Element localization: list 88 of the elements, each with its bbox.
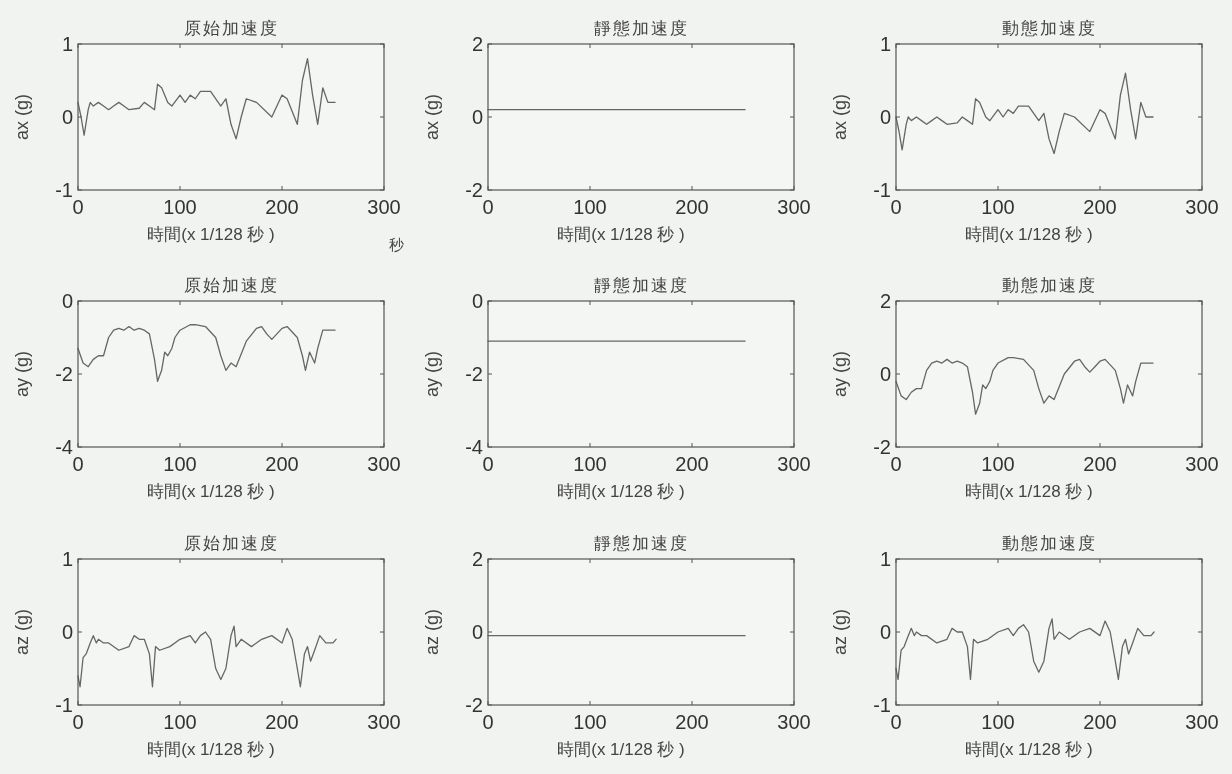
chart-title: 靜態加速度: [593, 19, 689, 38]
y-tick-label: -2: [465, 179, 483, 201]
line-series: [77, 625, 337, 688]
y-tick-label: -2: [873, 436, 891, 458]
x-tick-label: 100: [163, 196, 197, 218]
x-tick-label: 200: [675, 711, 709, 733]
y-tick-label: -1: [55, 179, 73, 201]
x-tick-label: 300: [1185, 196, 1219, 218]
x-tick-label: 100: [981, 196, 1015, 218]
line-series: [895, 356, 1154, 415]
x-axis-title: 時間(x 1/128 秒 ): [965, 740, 1093, 759]
y-tick-label: 0: [879, 363, 891, 385]
x-axis-title: 時間(x 1/128 秒 ): [557, 225, 685, 244]
x-tick-label: 100: [573, 711, 607, 733]
x-tick-label: 100: [981, 711, 1015, 733]
x-axis-title: 時間(x 1/128 秒 ): [557, 740, 685, 759]
x-tick-label: 300: [777, 196, 811, 218]
y-tick-label: -2: [465, 694, 483, 716]
x-tick-label: 200: [265, 196, 299, 218]
line-series: [77, 57, 336, 140]
y-axis-title: az (g): [830, 608, 850, 656]
y-tick-label: 1: [879, 33, 891, 55]
y-tick-label: 2: [471, 548, 483, 570]
y-tick-label: 0: [471, 621, 483, 643]
x-tick-label: 100: [981, 453, 1015, 475]
y-axis-title: ay (g): [12, 350, 32, 398]
x-tick-label: 200: [675, 453, 709, 475]
x-axis-title: 時間(x 1/128 秒 ): [147, 225, 275, 244]
x-axis-title: 時間(x 1/128 秒 ): [965, 482, 1093, 501]
chart-title: 動態加速度: [1001, 276, 1097, 295]
chart-title: 原始加速度: [183, 276, 279, 295]
y-axis-title: ax (g): [12, 93, 32, 141]
y-axis-title: ay (g): [422, 350, 442, 398]
x-tick-label: 300: [777, 453, 811, 475]
y-tick-label: -2: [55, 363, 73, 385]
x-tick-label: 100: [163, 453, 197, 475]
x-tick-label: 300: [777, 711, 811, 733]
y-tick-label: -2: [465, 363, 483, 385]
y-axis-title: az (g): [422, 608, 442, 656]
y-tick-label: 2: [879, 290, 891, 312]
x-tick-label: 200: [1083, 711, 1117, 733]
y-tick-label: 0: [879, 621, 891, 643]
y-tick-label: 0: [471, 290, 483, 312]
y-tick-label: -4: [55, 436, 73, 458]
line-series: [895, 618, 1155, 681]
x-axis-title: 時間(x 1/128 秒 ): [965, 225, 1093, 244]
x-tick-label: 100: [163, 711, 197, 733]
y-tick-label: 1: [879, 548, 891, 570]
chart-title: 原始加速度: [183, 19, 279, 38]
x-tick-label: 300: [367, 453, 401, 475]
chart-title: 動態加速度: [1001, 19, 1097, 38]
y-axis-title: az (g): [12, 608, 32, 656]
x-axis-title: 時間(x 1/128 秒 ): [147, 740, 275, 759]
x-tick-label: 200: [265, 453, 299, 475]
chart-title: 原始加速度: [183, 534, 279, 553]
x-tick-label: 200: [265, 711, 299, 733]
x-tick-label: 200: [1083, 196, 1117, 218]
line-series: [77, 324, 336, 382]
x-tick-label: 300: [367, 711, 401, 733]
y-tick-label: 0: [61, 106, 73, 128]
x-tick-label: 300: [1185, 453, 1219, 475]
x-tick-label: 200: [1083, 453, 1117, 475]
line-series: [895, 72, 1154, 155]
text: 秒: [388, 237, 404, 253]
y-axis-title: ay (g): [830, 350, 850, 398]
y-tick-label: -1: [55, 694, 73, 716]
x-tick-label: 100: [573, 196, 607, 218]
x-tick-label: 300: [367, 196, 401, 218]
y-axis-title: ax (g): [830, 93, 850, 141]
y-tick-label: 1: [61, 548, 73, 570]
y-tick-label: -4: [465, 436, 483, 458]
y-tick-label: 0: [471, 106, 483, 128]
y-tick-label: 0: [61, 621, 73, 643]
y-tick-label: 1: [61, 33, 73, 55]
x-axis-title: 時間(x 1/128 秒 ): [557, 482, 685, 501]
x-tick-label: 300: [1185, 711, 1219, 733]
y-axis-title: ax (g): [422, 93, 442, 141]
y-tick-label: 0: [61, 290, 73, 312]
y-tick-label: 2: [471, 33, 483, 55]
y-tick-label: -1: [873, 179, 891, 201]
y-tick-label: -1: [873, 694, 891, 716]
y-tick-label: 0: [879, 106, 891, 128]
chart-title: 靜態加速度: [593, 534, 689, 553]
x-tick-label: 100: [573, 453, 607, 475]
chart-title: 動態加速度: [1001, 534, 1097, 553]
x-axis-title: 時間(x 1/128 秒 ): [147, 482, 275, 501]
x-tick-label: 200: [675, 196, 709, 218]
chart-title: 靜態加速度: [593, 276, 689, 295]
